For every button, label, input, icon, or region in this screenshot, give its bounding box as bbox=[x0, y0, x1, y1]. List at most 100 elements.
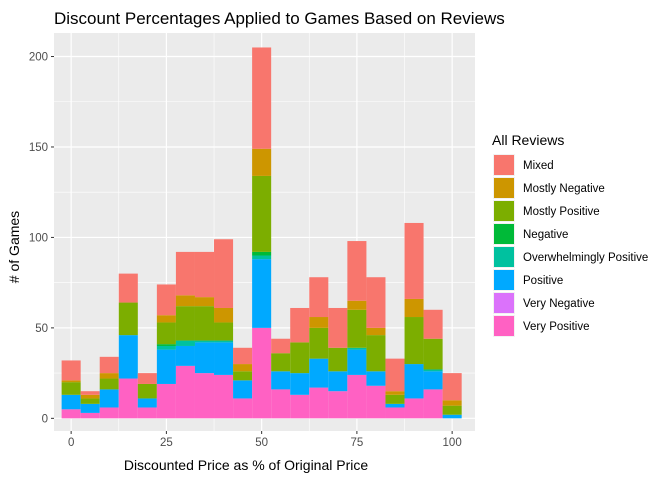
bar-segment bbox=[118, 378, 138, 419]
bar-segment bbox=[99, 373, 119, 379]
bar-segment bbox=[290, 394, 310, 419]
bar-segment bbox=[347, 300, 367, 310]
legend-key-swatch bbox=[494, 201, 514, 221]
legend-label: Negative bbox=[523, 229, 568, 241]
bar-segment bbox=[233, 347, 253, 365]
bar-segment bbox=[328, 371, 348, 392]
bar-segment bbox=[156, 383, 176, 419]
bar-segment bbox=[80, 394, 100, 399]
bar-segment bbox=[347, 241, 367, 301]
bar-segment bbox=[99, 378, 119, 390]
bar-segment bbox=[194, 297, 215, 307]
bar-segment bbox=[271, 389, 291, 419]
bar-segment bbox=[175, 251, 195, 296]
bar-segment bbox=[442, 400, 462, 406]
bar-segment bbox=[366, 385, 386, 419]
y-tick-label: 0 bbox=[42, 413, 48, 425]
bar-segment bbox=[252, 175, 272, 252]
bar-segment bbox=[442, 373, 462, 401]
legend-key-swatch bbox=[494, 316, 514, 336]
bar-segment bbox=[328, 347, 348, 372]
bar-segment bbox=[99, 356, 119, 374]
bar-segment bbox=[194, 306, 215, 341]
bar-segment bbox=[233, 364, 253, 372]
bar-segment bbox=[442, 405, 462, 415]
bar-segment bbox=[137, 383, 157, 399]
bar-segment bbox=[156, 344, 176, 346]
bar-segment bbox=[233, 371, 253, 381]
bar-segment bbox=[385, 358, 405, 392]
bar-segment bbox=[99, 407, 119, 419]
bar-segment bbox=[252, 251, 272, 256]
bar-segment bbox=[156, 349, 176, 384]
bars bbox=[61, 47, 462, 419]
bar-segment bbox=[290, 307, 310, 343]
bar-segment bbox=[328, 391, 348, 419]
bar-segment bbox=[385, 394, 405, 404]
bar-segment bbox=[214, 239, 234, 308]
bar-segment bbox=[347, 347, 367, 350]
bar-segment bbox=[137, 398, 157, 408]
bar-segment bbox=[214, 307, 234, 323]
bar-segment bbox=[309, 387, 329, 419]
bar-segment bbox=[175, 340, 195, 346]
legend-label: Mixed bbox=[523, 160, 554, 172]
bar-segment bbox=[404, 364, 424, 399]
bar-segment bbox=[156, 315, 176, 323]
bar-segment bbox=[309, 327, 329, 359]
legend-key-swatch bbox=[494, 293, 514, 313]
bar-segment bbox=[385, 391, 405, 395]
bar-segment bbox=[366, 327, 386, 336]
bar-segment bbox=[175, 365, 195, 419]
bar-segment bbox=[156, 284, 176, 316]
bar-segment bbox=[61, 380, 81, 383]
bar-segment bbox=[233, 380, 253, 399]
y-tick-label: 200 bbox=[29, 52, 48, 64]
legend-label: Overwhelmingly Positive bbox=[523, 252, 648, 264]
bar-segment bbox=[194, 251, 215, 298]
bar-segment bbox=[309, 317, 329, 328]
bar-segment bbox=[80, 403, 100, 413]
bar-segment bbox=[271, 371, 291, 390]
bar-segment bbox=[290, 373, 310, 395]
bar-segment bbox=[61, 409, 81, 419]
bar-segment bbox=[404, 298, 424, 318]
bar-segment bbox=[347, 374, 367, 419]
legend-label: Positive bbox=[523, 275, 563, 287]
bar-segment bbox=[404, 222, 424, 299]
bar-segment bbox=[366, 335, 386, 372]
bar-segment bbox=[137, 373, 157, 384]
y-tick-label: 150 bbox=[29, 142, 48, 154]
bar-segment bbox=[214, 342, 234, 375]
bar-segment bbox=[385, 407, 405, 419]
chart-title: Discount Percentages Applied to Games Ba… bbox=[54, 9, 505, 28]
bar-segment bbox=[271, 353, 291, 372]
bar-segment bbox=[366, 277, 386, 328]
bar-segment bbox=[175, 306, 195, 341]
bar-segment bbox=[175, 345, 195, 366]
bar-segment bbox=[404, 398, 424, 419]
bar-segment bbox=[252, 255, 272, 260]
bar-segment bbox=[423, 309, 443, 339]
bar-segment bbox=[252, 327, 272, 419]
bar-segment bbox=[252, 47, 272, 149]
bar-segment bbox=[214, 340, 234, 343]
bar-segment bbox=[118, 335, 138, 379]
bar-segment bbox=[328, 307, 348, 348]
bar-segment bbox=[80, 412, 100, 419]
bar-segment bbox=[214, 374, 234, 419]
bar-segment bbox=[252, 148, 272, 176]
legend-key-swatch bbox=[494, 155, 514, 175]
x-axis: 0 25 50 75 100 bbox=[68, 431, 462, 449]
bar-segment bbox=[194, 373, 215, 419]
legend-label: Mostly Positive bbox=[523, 206, 600, 218]
bar-segment bbox=[252, 259, 272, 328]
bar-segment bbox=[214, 322, 234, 341]
bar-segment bbox=[194, 342, 215, 374]
bar-segment bbox=[442, 414, 462, 419]
legend: All Reviews Mixed Mostly Negative Mostly P… bbox=[492, 132, 648, 337]
x-tick-label: 0 bbox=[68, 437, 74, 449]
legend-key-swatch bbox=[494, 270, 514, 290]
bar-segment bbox=[366, 371, 386, 386]
